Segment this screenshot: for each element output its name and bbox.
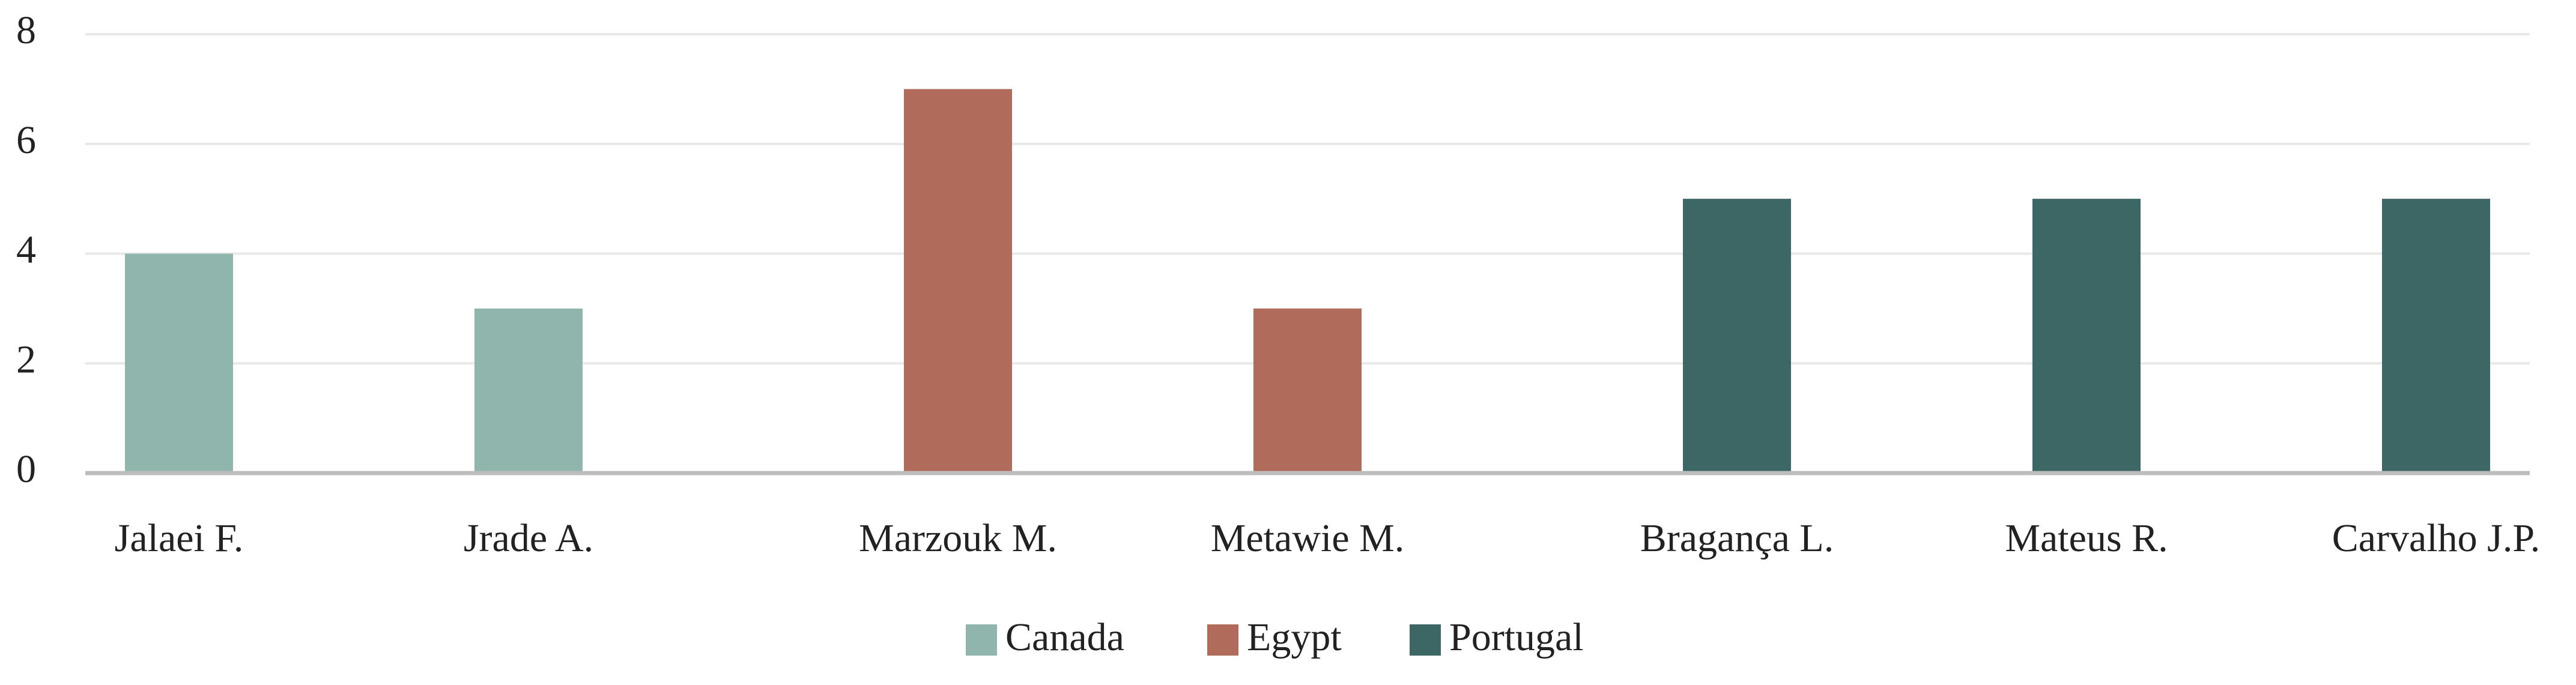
bar	[1253, 308, 1362, 473]
y-tick-label: 6	[16, 118, 36, 162]
x-tick-label: Carvalho J.P.	[2332, 516, 2541, 560]
x-tick-label: Metawie M.	[1211, 516, 1405, 560]
x-tick-label: Marzouk M.	[859, 516, 1057, 560]
y-tick-label: 4	[16, 228, 36, 272]
legend-swatch	[966, 624, 997, 656]
x-tick-label: Jrade A.	[464, 516, 593, 560]
legend-label: Portugal	[1449, 615, 1584, 659]
legend-swatch	[1410, 624, 1441, 656]
y-tick-label: 8	[16, 8, 36, 52]
bar	[474, 308, 583, 473]
legend-swatch	[1207, 624, 1238, 656]
legend-label: Egypt	[1247, 615, 1342, 659]
x-tick-label: Bragança L.	[1640, 516, 1834, 560]
bar	[904, 89, 1012, 473]
legend-label: Canada	[1005, 615, 1124, 659]
y-tick-label: 2	[16, 337, 36, 381]
x-tick-label: Jalaei F.	[115, 516, 244, 560]
bar	[1683, 199, 1791, 473]
bar	[125, 253, 233, 473]
x-tick-label: Mateus R.	[2005, 516, 2168, 560]
bar	[2382, 199, 2490, 473]
y-tick-label: 0	[16, 447, 36, 491]
bar	[2032, 199, 2141, 473]
